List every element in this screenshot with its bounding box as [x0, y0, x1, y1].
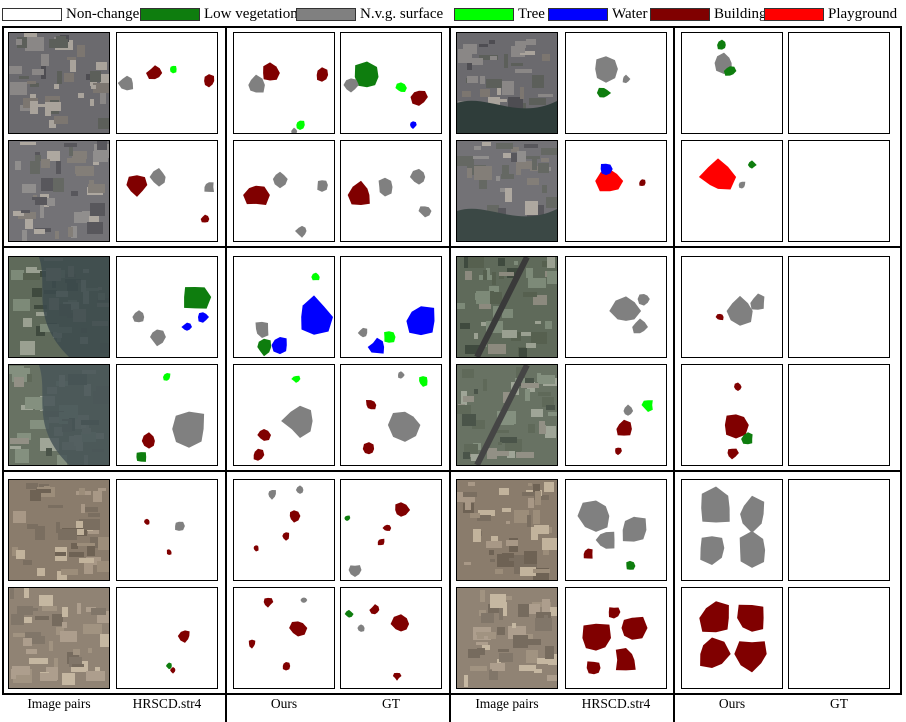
change-map-ours: [681, 140, 783, 242]
legend-item-playground: Playground: [764, 6, 897, 22]
change-map-hrscd: [116, 32, 218, 134]
aerial-image-tile: [8, 587, 110, 689]
change-map-hrscd: [565, 587, 667, 689]
aerial-image-tile: [456, 364, 558, 466]
aerial-image-tile: [8, 32, 110, 134]
aerial-image-tile: [456, 587, 558, 689]
grid-line: [900, 26, 902, 693]
change-map-hrscd: [116, 479, 218, 581]
change-map-hrscd: [565, 140, 667, 242]
column-label-gt: GT: [830, 696, 848, 711]
change-map-gt: [340, 140, 442, 242]
swatch-building: [650, 7, 710, 21]
swatch-low-vegetation: [140, 7, 200, 21]
swatch-nvg-surface: [296, 7, 356, 21]
legend: Non-change Low vegetation N.v.g. surface…: [0, 0, 906, 26]
change-map-gt: [788, 587, 890, 689]
legend-label: Tree: [518, 5, 545, 22]
aerial-image-tile: [456, 140, 558, 242]
change-map-hrscd: [116, 587, 218, 689]
change-map-ours: [681, 364, 783, 466]
grid-line: [673, 26, 675, 722]
column-label-hrscd: HRSCD.str4: [581, 696, 651, 711]
change-map-ours: [233, 479, 335, 581]
grid-line: [449, 26, 451, 722]
change-map-gt: [340, 256, 442, 358]
column-label-ours: Ours: [270, 696, 298, 711]
grid-line: [2, 693, 902, 695]
change-map-ours: [233, 587, 335, 689]
change-map-ours: [681, 256, 783, 358]
change-map-ours: [233, 364, 335, 466]
aerial-image-tile: [8, 479, 110, 581]
legend-item-non-change: Non-change: [2, 6, 139, 22]
legend-label: Low vegetation: [204, 5, 298, 22]
grid-line: [2, 470, 902, 472]
legend-label: Playground: [828, 5, 898, 22]
swatch-tree: [454, 7, 514, 21]
change-map-ours: [233, 256, 335, 358]
legend-item-building: Building: [650, 6, 767, 22]
change-map-hrscd: [565, 479, 667, 581]
change-map-ours: [681, 479, 783, 581]
aerial-image-tile: [456, 32, 558, 134]
aerial-image-tile: [8, 364, 110, 466]
legend-item-nvg-surface: N.v.g. surface: [296, 6, 443, 22]
change-map-gt: [788, 364, 890, 466]
column-label-hrscd: HRSCD.str4: [132, 696, 202, 711]
change-map-gt: [788, 140, 890, 242]
change-map-hrscd: [565, 32, 667, 134]
grid-line: [225, 26, 227, 722]
column-label-image-pairs: Image pairs: [27, 696, 91, 711]
aerial-image-tile: [456, 479, 558, 581]
change-map-gt: [788, 256, 890, 358]
change-map-ours: [681, 587, 783, 689]
swatch-playground: [764, 7, 824, 21]
change-map-gt: [788, 479, 890, 581]
column-label-gt: GT: [382, 696, 400, 711]
aerial-image-tile: [456, 256, 558, 358]
change-map-hrscd: [565, 364, 667, 466]
change-map-ours: [681, 32, 783, 134]
change-map-hrscd: [565, 256, 667, 358]
swatch-non-change: [2, 7, 62, 21]
legend-label: Building: [714, 5, 767, 22]
column-label-ours: Ours: [718, 696, 746, 711]
grid-line: [2, 26, 902, 28]
legend-label: Water: [612, 5, 648, 22]
legend-item-tree: Tree: [454, 6, 545, 22]
change-map-hrscd: [116, 364, 218, 466]
grid-line: [2, 26, 4, 693]
change-map-ours: [233, 32, 335, 134]
change-map-gt: [340, 364, 442, 466]
legend-item-low-vegetation: Low vegetation: [140, 6, 298, 22]
column-label-image-pairs: Image pairs: [475, 696, 539, 711]
change-map-hrscd: [116, 140, 218, 242]
grid-line: [2, 246, 902, 248]
change-map-hrscd: [116, 256, 218, 358]
aerial-image-tile: [8, 140, 110, 242]
legend-label: N.v.g. surface: [360, 5, 444, 22]
change-map-gt: [340, 32, 442, 134]
change-map-gt: [340, 587, 442, 689]
aerial-image-tile: [8, 256, 110, 358]
legend-item-water: Water: [548, 6, 647, 22]
legend-label: Non-change: [66, 5, 140, 22]
change-map-ours: [233, 140, 335, 242]
swatch-water: [548, 7, 608, 21]
change-map-gt: [788, 32, 890, 134]
change-map-gt: [340, 479, 442, 581]
